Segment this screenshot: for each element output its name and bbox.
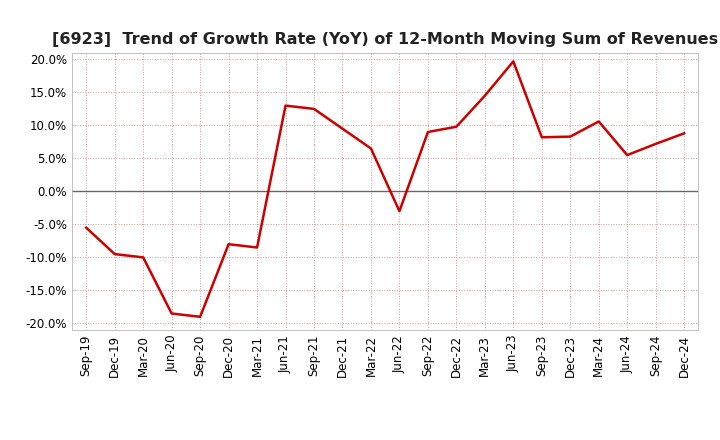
Title: [6923]  Trend of Growth Rate (YoY) of 12-Month Moving Sum of Revenues: [6923] Trend of Growth Rate (YoY) of 12-… xyxy=(52,33,719,48)
